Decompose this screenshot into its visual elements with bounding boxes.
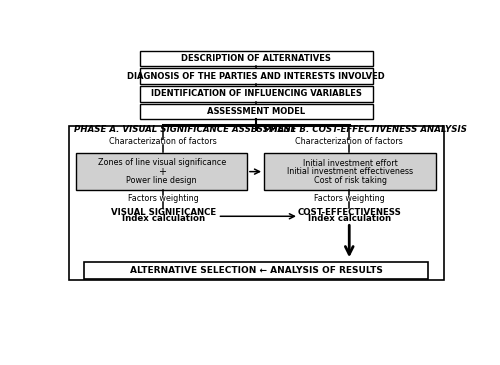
Text: Power line design: Power line design: [126, 176, 197, 185]
Bar: [140, 51, 372, 66]
Bar: [76, 153, 247, 190]
Text: VISUAL SIGNIFICANCE: VISUAL SIGNIFICANCE: [110, 208, 216, 217]
Text: PHASE A. VISUAL SIGNIFICANCE ASSESSMENT: PHASE A. VISUAL SIGNIFICANCE ASSESSMENT: [74, 125, 297, 134]
Text: COST-EFFECTIVENESS: COST-EFFECTIVENESS: [298, 208, 401, 217]
Text: ALTERNATIVE SELECTION ← ANALYSIS OF RESULTS: ALTERNATIVE SELECTION ← ANALYSIS OF RESU…: [130, 266, 382, 275]
Text: ASSESSMENT MODEL: ASSESSMENT MODEL: [207, 107, 306, 116]
Text: DESCRIPTION OF ALTERNATIVES: DESCRIPTION OF ALTERNATIVES: [182, 54, 331, 63]
Text: Initial investment effort: Initial investment effort: [302, 159, 398, 168]
Bar: [84, 262, 428, 278]
Bar: [140, 104, 372, 119]
Text: Index calculation: Index calculation: [308, 214, 391, 223]
Text: DIAGNOSIS OF THE PARTIES AND INTERESTS INVOLVED: DIAGNOSIS OF THE PARTIES AND INTERESTS I…: [128, 72, 385, 81]
Text: Initial investment effectiveness: Initial investment effectiveness: [287, 167, 413, 176]
Text: Cost of risk taking: Cost of risk taking: [314, 176, 386, 185]
Bar: [68, 126, 444, 280]
Text: +: +: [158, 166, 166, 177]
Bar: [140, 86, 372, 101]
Text: IDENTIFICATION OF INFLUENCING VARIABLES: IDENTIFICATION OF INFLUENCING VARIABLES: [151, 89, 362, 98]
Text: PHASE B. COST-EFFECTIVENESS ANALYSIS: PHASE B. COST-EFFECTIVENESS ANALYSIS: [264, 125, 467, 134]
Text: Characterization of factors: Characterization of factors: [296, 137, 403, 146]
Bar: [264, 153, 436, 190]
Text: Factors weighting: Factors weighting: [314, 194, 384, 203]
Text: Factors weighting: Factors weighting: [128, 194, 198, 203]
Bar: [140, 69, 372, 84]
Text: Characterization of factors: Characterization of factors: [110, 137, 217, 146]
Text: Zones of line visual significance: Zones of line visual significance: [98, 158, 226, 167]
Text: Index calculation: Index calculation: [122, 214, 205, 223]
